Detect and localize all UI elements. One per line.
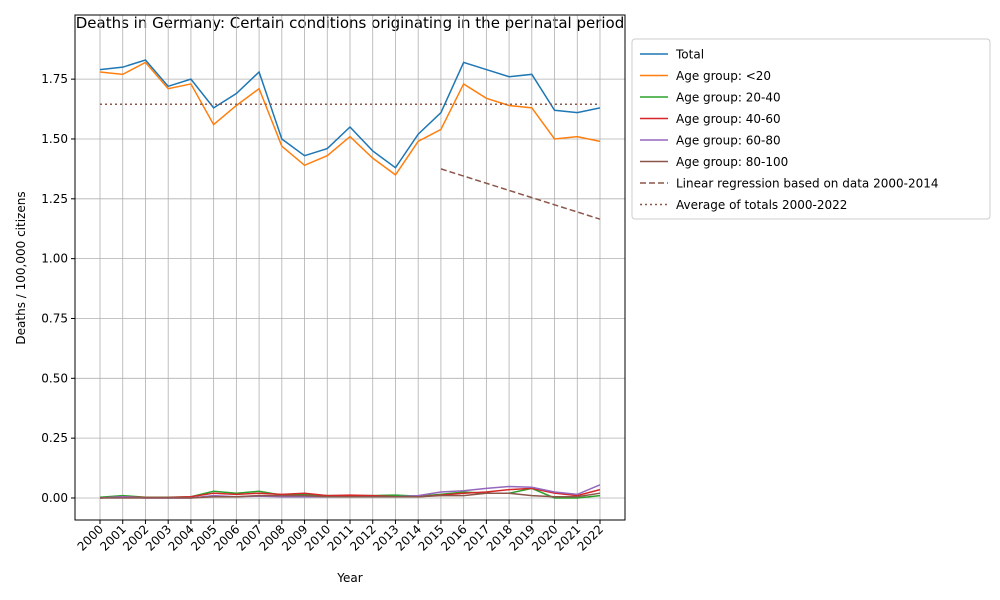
legend-label: Age group: <20 bbox=[676, 69, 771, 83]
legend-label: Linear regression based on data 2000-201… bbox=[676, 177, 938, 191]
y-tick-label: 0.25 bbox=[41, 431, 68, 445]
legend-label: Average of totals 2000-2022 bbox=[676, 198, 847, 212]
plot-frame bbox=[74, 14, 626, 521]
y-tick-label: 0.50 bbox=[41, 371, 68, 385]
series-line bbox=[440, 168, 601, 220]
legend-label: Age group: 80-100 bbox=[676, 155, 788, 169]
y-tick-label: 1.00 bbox=[41, 252, 68, 266]
legend-label: Age group: 20-40 bbox=[676, 91, 781, 105]
series-line bbox=[100, 492, 601, 499]
legend-label: Age group: 60-80 bbox=[676, 134, 781, 148]
legend-label: Total bbox=[675, 48, 704, 62]
x-axis-label: Year bbox=[336, 571, 362, 585]
y-tick-label: 0.00 bbox=[41, 491, 68, 505]
legend-label: Age group: 40-60 bbox=[676, 112, 781, 126]
series-line bbox=[99, 59, 601, 169]
y-tick-label: 1.25 bbox=[41, 192, 68, 206]
y-tick-label: 1.50 bbox=[41, 132, 68, 146]
x-tick-label: 2022 bbox=[575, 522, 606, 553]
series-line bbox=[99, 61, 601, 176]
series-line bbox=[99, 487, 601, 499]
legend-box bbox=[631, 38, 991, 220]
y-tick-label: 0.75 bbox=[41, 311, 68, 325]
y-tick-label: 1.75 bbox=[41, 72, 68, 86]
y-axis-label: Deaths / 100,000 citizens bbox=[14, 191, 28, 344]
